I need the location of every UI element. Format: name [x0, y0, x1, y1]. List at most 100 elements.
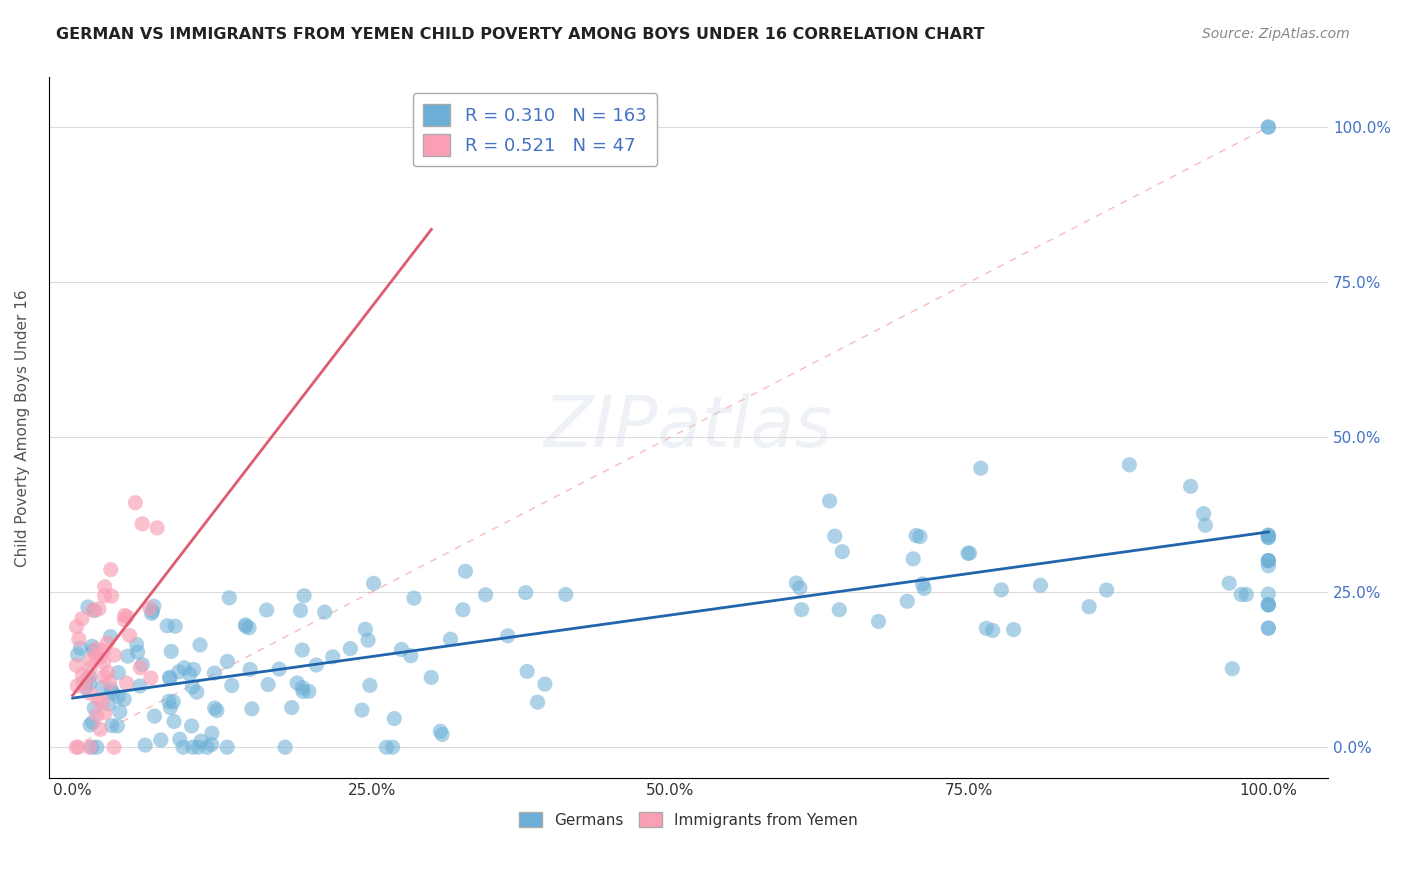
Point — [190, 734, 212, 748]
Point — [172, 740, 194, 755]
Point — [420, 670, 443, 684]
Point — [204, 666, 226, 681]
Point — [339, 641, 361, 656]
Point — [97, 697, 120, 711]
Point — [159, 671, 181, 685]
Point — [454, 564, 477, 578]
Point — [1257, 621, 1279, 635]
Point — [516, 665, 538, 679]
Point — [188, 638, 211, 652]
Point — [205, 704, 228, 718]
Point — [1257, 528, 1279, 542]
Point — [256, 603, 278, 617]
Point — [1078, 599, 1101, 614]
Point — [1257, 587, 1279, 601]
Point — [117, 649, 139, 664]
Point — [96, 636, 118, 650]
Point — [981, 624, 1004, 638]
Point — [291, 643, 314, 657]
Point — [79, 686, 101, 700]
Point — [322, 649, 344, 664]
Point — [218, 591, 240, 605]
Point — [240, 702, 263, 716]
Point — [179, 667, 201, 681]
Point — [183, 663, 205, 677]
Point — [93, 643, 115, 657]
Point — [103, 648, 125, 662]
Point — [789, 581, 811, 595]
Point — [526, 695, 548, 709]
Point — [82, 715, 104, 730]
Point — [912, 582, 935, 596]
Point — [239, 662, 262, 676]
Point — [107, 665, 129, 680]
Point — [159, 700, 181, 714]
Point — [381, 740, 404, 755]
Point — [1257, 553, 1279, 567]
Point — [790, 602, 813, 616]
Y-axis label: Child Poverty Among Boys Under 16: Child Poverty Among Boys Under 16 — [15, 289, 30, 566]
Point — [204, 701, 226, 715]
Point — [115, 609, 138, 624]
Point — [66, 648, 89, 662]
Point — [221, 678, 243, 692]
Point — [94, 706, 117, 720]
Point — [131, 657, 153, 672]
Text: ZIPatlas: ZIPatlas — [544, 393, 832, 462]
Point — [65, 740, 87, 755]
Point — [1257, 598, 1279, 612]
Point — [554, 587, 576, 601]
Point — [79, 676, 101, 690]
Point — [66, 679, 89, 693]
Point — [1257, 598, 1279, 612]
Point — [1257, 553, 1279, 567]
Point — [280, 700, 302, 714]
Point — [141, 607, 163, 621]
Point — [77, 671, 100, 685]
Point — [163, 714, 186, 729]
Point — [292, 684, 315, 698]
Point — [100, 682, 122, 697]
Text: GERMAN VS IMMIGRANTS FROM YEMEN CHILD POVERTY AMONG BOYS UNDER 16 CORRELATION CH: GERMAN VS IMMIGRANTS FROM YEMEN CHILD PO… — [56, 27, 984, 42]
Point — [65, 658, 87, 673]
Point — [391, 642, 413, 657]
Point — [382, 712, 405, 726]
Point — [908, 530, 931, 544]
Point — [363, 576, 385, 591]
Point — [1257, 621, 1279, 635]
Point — [269, 662, 291, 676]
Point — [156, 619, 179, 633]
Point — [305, 658, 328, 673]
Point — [91, 681, 114, 695]
Point — [1118, 458, 1140, 472]
Point — [180, 719, 202, 733]
Point — [75, 681, 97, 695]
Point — [84, 649, 107, 664]
Point — [1180, 479, 1202, 493]
Point — [868, 615, 890, 629]
Point — [1230, 587, 1253, 601]
Point — [181, 680, 204, 694]
Point — [959, 546, 981, 560]
Point — [89, 723, 111, 737]
Point — [1234, 587, 1257, 601]
Point — [129, 661, 152, 675]
Point — [496, 629, 519, 643]
Point — [93, 669, 115, 683]
Point — [217, 654, 239, 668]
Point — [1257, 528, 1279, 542]
Point — [292, 589, 315, 603]
Point — [93, 589, 115, 603]
Point — [1192, 507, 1215, 521]
Point — [167, 665, 190, 679]
Point — [162, 695, 184, 709]
Point — [105, 719, 128, 733]
Point — [238, 621, 260, 635]
Point — [83, 603, 105, 617]
Point — [235, 619, 257, 633]
Point — [114, 613, 136, 627]
Point — [83, 701, 105, 715]
Point — [79, 661, 101, 675]
Point — [65, 620, 87, 634]
Point — [139, 601, 162, 615]
